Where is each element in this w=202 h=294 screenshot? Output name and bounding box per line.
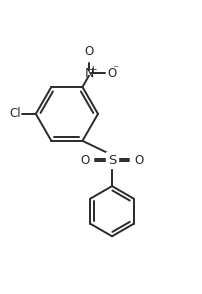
Text: S: S [108,153,116,166]
Text: O: O [134,153,143,166]
Text: ⁻: ⁻ [112,63,119,76]
Text: O: O [107,67,116,80]
Text: O: O [81,153,90,166]
Text: +: + [89,65,98,75]
Text: Cl: Cl [9,107,21,121]
Text: O: O [84,45,94,58]
Text: N: N [84,67,94,80]
